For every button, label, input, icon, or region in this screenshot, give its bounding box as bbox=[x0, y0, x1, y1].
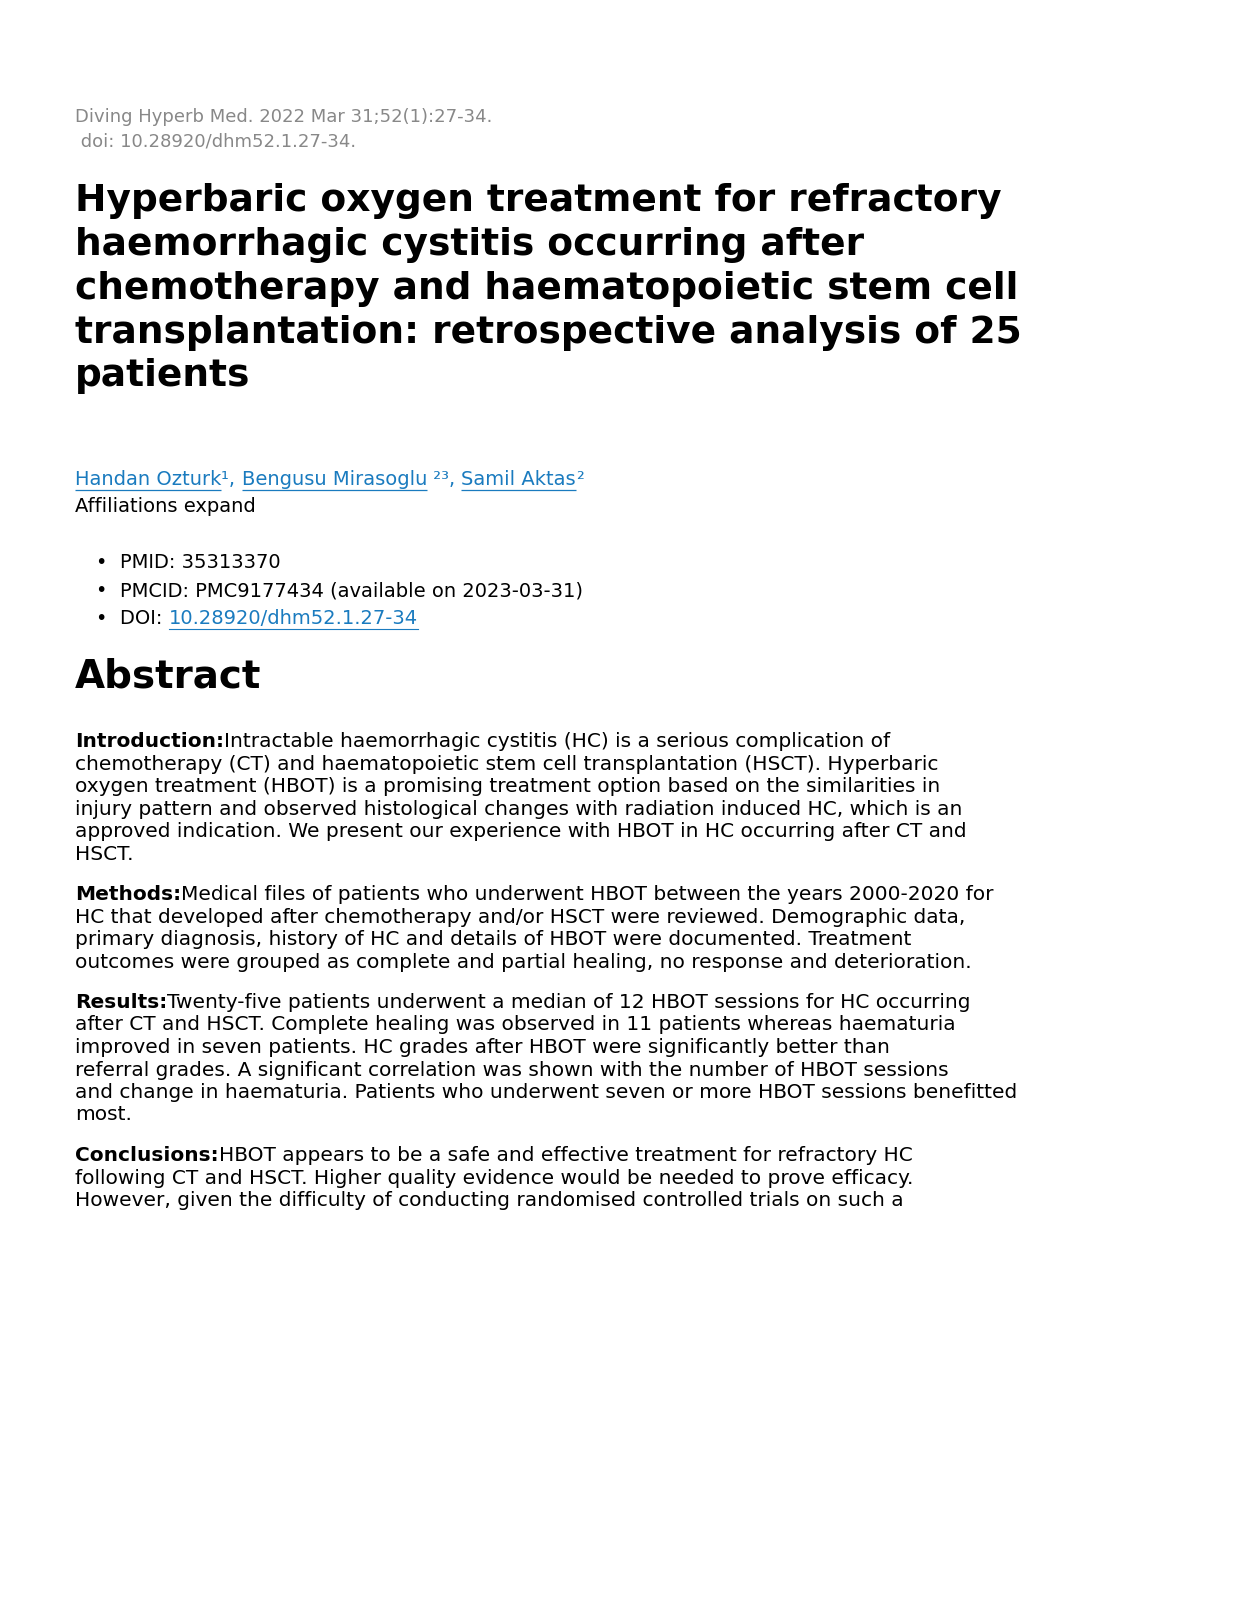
Text: Diving Hyperb Med. 2022 Mar 31;52(1):27-34.: Diving Hyperb Med. 2022 Mar 31;52(1):27-… bbox=[75, 108, 493, 126]
Text: 10.28920/dhm52.1.27-34: 10.28920/dhm52.1.27-34 bbox=[169, 609, 418, 628]
Text: Affiliations expand: Affiliations expand bbox=[75, 497, 256, 515]
Text: doi: 10.28920/dhm52.1.27-34.: doi: 10.28920/dhm52.1.27-34. bbox=[75, 132, 356, 150]
Text: •: • bbox=[95, 552, 107, 572]
Text: Handan Ozturk: Handan Ozturk bbox=[75, 470, 221, 489]
Text: PMID: 35313370: PMID: 35313370 bbox=[119, 552, 281, 572]
Text: approved indication. We present our experience with HBOT in HC occurring after C: approved indication. We present our expe… bbox=[75, 823, 967, 840]
Text: Methods:: Methods: bbox=[75, 886, 182, 903]
Text: Bengusu Mirasoglu: Bengusu Mirasoglu bbox=[241, 470, 427, 489]
Text: PMCID: PMC9177434 (available on 2023-03-31): PMCID: PMC9177434 (available on 2023-03-… bbox=[119, 581, 583, 601]
Text: DOI:: DOI: bbox=[119, 609, 169, 628]
Text: Introduction:: Introduction: bbox=[75, 733, 224, 750]
Text: HSCT.: HSCT. bbox=[75, 845, 133, 863]
Text: HC that developed after chemotherapy and/or HSCT were reviewed. Demographic data: HC that developed after chemotherapy and… bbox=[75, 908, 965, 926]
Text: chemotherapy (CT) and haematopoietic stem cell transplantation (HSCT). Hyperbari: chemotherapy (CT) and haematopoietic ste… bbox=[75, 755, 938, 773]
Text: •: • bbox=[95, 581, 107, 601]
Text: Samil Aktas: Samil Aktas bbox=[462, 470, 576, 489]
Text: improved in seven patients. HC grades after HBOT were significantly better than: improved in seven patients. HC grades af… bbox=[75, 1038, 889, 1058]
Text: Results:: Results: bbox=[75, 993, 167, 1013]
Text: oxygen treatment (HBOT) is a promising treatment option based on the similaritie: oxygen treatment (HBOT) is a promising t… bbox=[75, 778, 940, 795]
Text: •: • bbox=[95, 609, 107, 628]
Text: following CT and HSCT. Higher quality evidence would be needed to prove efficacy: following CT and HSCT. Higher quality ev… bbox=[75, 1169, 913, 1188]
Text: primary diagnosis, history of HC and details of HBOT were documented. Treatment: primary diagnosis, history of HC and det… bbox=[75, 931, 912, 948]
Text: after CT and HSCT. Complete healing was observed in 11 patients whereas haematur: after CT and HSCT. Complete healing was … bbox=[75, 1016, 955, 1035]
Text: outcomes were grouped as complete and partial healing, no response and deteriora: outcomes were grouped as complete and pa… bbox=[75, 953, 972, 971]
Text: Hyperbaric oxygen treatment for refractory
haemorrhagic cystitis occurring after: Hyperbaric oxygen treatment for refracto… bbox=[75, 184, 1021, 394]
Text: HBOT appears to be a safe and effective treatment for refractory HC: HBOT appears to be a safe and effective … bbox=[219, 1146, 912, 1166]
Text: Intractable haemorrhagic cystitis (HC) is a serious complication of: Intractable haemorrhagic cystitis (HC) i… bbox=[224, 733, 891, 750]
Text: Twenty-five patients underwent a median of 12 HBOT sessions for HC occurring: Twenty-five patients underwent a median … bbox=[167, 993, 970, 1013]
Text: Medical files of patients who underwent HBOT between the years 2000-2020 for: Medical files of patients who underwent … bbox=[182, 886, 994, 903]
Text: injury pattern and observed histological changes with radiation induced HC, whic: injury pattern and observed histological… bbox=[75, 800, 963, 818]
Text: ²: ² bbox=[576, 470, 583, 489]
Text: Conclusions:: Conclusions: bbox=[75, 1146, 219, 1166]
Text: ²³,: ²³, bbox=[427, 470, 462, 489]
Text: and change in haematuria. Patients who underwent seven or more HBOT sessions ben: and change in haematuria. Patients who u… bbox=[75, 1084, 1018, 1101]
Text: However, given the difficulty of conducting randomised controlled trials on such: However, given the difficulty of conduct… bbox=[75, 1191, 903, 1211]
Text: referral grades. A significant correlation was shown with the number of HBOT ses: referral grades. A significant correlati… bbox=[75, 1061, 949, 1079]
Text: Abstract: Abstract bbox=[75, 657, 261, 696]
Text: most.: most. bbox=[75, 1106, 132, 1124]
Text: ¹,: ¹, bbox=[221, 470, 241, 489]
